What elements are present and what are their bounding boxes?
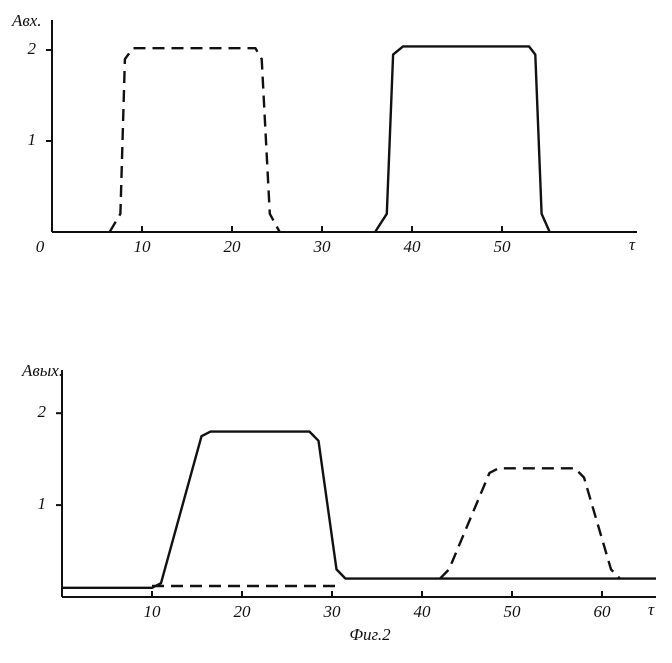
x-tick-label: 10: [134, 237, 152, 256]
x-tick-label: 30: [323, 602, 342, 621]
x-tick-label: 60: [594, 602, 612, 621]
y-tick-label: 1: [28, 130, 37, 149]
x-tick-label: 40: [414, 602, 432, 621]
figure: Фиг.2 Aвх.τ1201020304050Aвых.τ1210203040…: [0, 0, 672, 663]
signal-line: [375, 46, 550, 232]
x-tick-label: 30: [313, 237, 332, 256]
x-tick-label: 50: [494, 237, 512, 256]
signal-line: [110, 48, 280, 232]
x-tick-label: 10: [144, 602, 162, 621]
y-tick-label: 1: [38, 494, 47, 513]
x-tick-label: 50: [504, 602, 522, 621]
signal-line: [62, 432, 656, 588]
y-tick-label: 2: [38, 402, 47, 421]
x-tick-label: 20: [224, 237, 242, 256]
y-axis-label: Aвых.: [21, 361, 63, 380]
x-tick-label: 20: [234, 602, 252, 621]
y-axis-label: Aвх.: [11, 11, 42, 30]
caption: Фиг.2: [349, 625, 391, 644]
x-tick-label: 40: [404, 237, 422, 256]
x-axis-label: τ: [629, 235, 636, 254]
x-axis-label: τ: [648, 600, 655, 619]
y-tick-label: 2: [28, 39, 37, 58]
x-tick-label: 0: [36, 237, 45, 256]
signal-line: [152, 468, 620, 586]
